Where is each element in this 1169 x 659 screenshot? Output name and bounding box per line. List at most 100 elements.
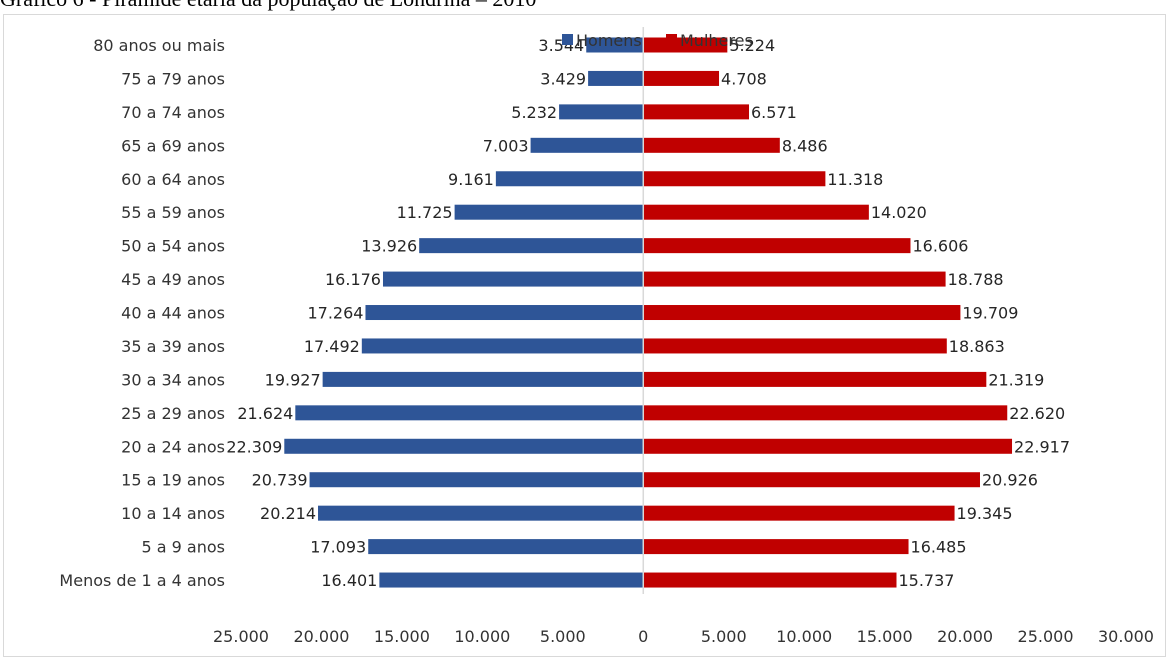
homens-value-label-20-a-24-anos: 22.309 — [226, 437, 282, 456]
homens-bar-5-a-9-anos — [368, 539, 644, 555]
mulheres-value-label-55-a-59-anos: 14.020 — [871, 203, 927, 222]
homens-bar-70-a-74-anos — [559, 104, 644, 120]
category-label-55-a-59-anos: 55 a 59 anos — [121, 203, 225, 222]
homens-bar-35-a-39-anos — [361, 338, 644, 354]
homens-value-label-30-a-34-anos: 19.927 — [265, 370, 321, 389]
mulheres-value-label-50-a-54-anos: 16.606 — [912, 237, 968, 256]
homens-value-label-50-a-54-anos: 13.926 — [361, 237, 417, 256]
homens-value-label-65-a-69-anos: 7.003 — [483, 136, 529, 155]
homens-bar-80-anos-ou-mais — [586, 37, 644, 53]
x-tick-label: 25.000 — [1018, 627, 1074, 646]
mulheres-bar-10-a-14-anos — [643, 505, 955, 521]
category-label-80-anos-ou-mais: 80 anos ou mais — [93, 36, 225, 55]
mulheres-bar-55-a-59-anos — [643, 204, 869, 220]
homens-value-label-45-a-49-anos: 16.176 — [325, 270, 381, 289]
homens-value-label-10-a-14-anos: 20.214 — [260, 504, 316, 523]
homens-bar-menos-de-1-a-4-anos — [379, 572, 644, 588]
homens-value-label-40-a-44-anos: 17.264 — [307, 304, 363, 323]
mulheres-bar-menos-de-1-a-4-anos — [643, 572, 897, 588]
legend-label-mulheres: Mulheres — [680, 31, 753, 50]
category-label-menos-de-1-a-4-anos: Menos de 1 a 4 anos — [59, 571, 225, 590]
mulheres-bar-60-a-64-anos — [643, 171, 826, 187]
mulheres-bar-15-a-19-anos — [643, 472, 980, 488]
homens-bar-25-a-29-anos — [295, 405, 644, 421]
category-label-45-a-49-anos: 45 a 49 anos — [121, 270, 225, 289]
x-tick-label: 10.000 — [776, 627, 832, 646]
x-tick-label: 5.000 — [540, 627, 586, 646]
x-tick-label: 25.000 — [213, 627, 269, 646]
mulheres-value-label-75-a-79-anos: 4.708 — [721, 69, 767, 88]
mulheres-value-label-25-a-29-anos: 22.620 — [1009, 404, 1065, 423]
homens-bar-50-a-54-anos — [419, 238, 644, 254]
x-tick-label: 20.000 — [293, 627, 349, 646]
x-tick-label: 15.000 — [374, 627, 430, 646]
legend: Homens Mulheres — [562, 31, 753, 50]
mulheres-bar-75-a-79-anos — [643, 70, 720, 86]
homens-bar-65-a-69-anos — [530, 137, 644, 153]
mulheres-bar-80-anos-ou-mais — [643, 37, 728, 53]
mulheres-bar-70-a-74-anos — [643, 104, 750, 120]
legend-swatch-homens — [562, 34, 573, 45]
x-tick-label: 20.000 — [937, 627, 993, 646]
homens-value-label-55-a-59-anos: 11.725 — [397, 203, 453, 222]
homens-bar-45-a-49-anos — [382, 271, 644, 287]
mulheres-value-label-35-a-39-anos: 18.863 — [949, 337, 1005, 356]
homens-value-label-75-a-79-anos: 3.429 — [540, 69, 586, 88]
page-title: Gráfico 6 - Pirâmide etária da população… — [0, 0, 536, 12]
category-label-20-a-24-anos: 20 a 24 anos — [121, 437, 225, 456]
x-tick-label: 30.000 — [1098, 627, 1154, 646]
homens-bar-55-a-59-anos — [454, 204, 644, 220]
homens-bar-10-a-14-anos — [318, 505, 644, 521]
mulheres-value-label-80-anos-ou-mais: 5.224 — [729, 36, 775, 55]
mulheres-bar-50-a-54-anos — [643, 238, 911, 254]
category-label-10-a-14-anos: 10 a 14 anos — [121, 504, 225, 523]
mulheres-bar-20-a-24-anos — [643, 438, 1013, 454]
mulheres-bar-25-a-29-anos — [643, 405, 1008, 421]
homens-value-label-5-a-9-anos: 17.093 — [310, 538, 366, 557]
mulheres-value-label-45-a-49-anos: 18.788 — [948, 270, 1004, 289]
mulheres-value-label-menos-de-1-a-4-anos: 15.737 — [898, 571, 954, 590]
x-tick-label: 15.000 — [857, 627, 913, 646]
homens-value-label-25-a-29-anos: 21.624 — [237, 404, 293, 423]
mulheres-bar-5-a-9-anos — [643, 539, 909, 555]
homens-bar-30-a-34-anos — [322, 371, 644, 387]
category-label-60-a-64-anos: 60 a 64 anos — [121, 170, 225, 189]
homens-bar-60-a-64-anos — [495, 171, 644, 187]
mulheres-value-label-65-a-69-anos: 8.486 — [782, 136, 828, 155]
category-label-5-a-9-anos: 5 a 9 anos — [142, 538, 226, 557]
category-label-35-a-39-anos: 35 a 39 anos — [121, 337, 225, 356]
mulheres-value-label-20-a-24-anos: 22.917 — [1014, 437, 1070, 456]
x-tick-label: 0 — [638, 627, 648, 646]
mulheres-value-label-5-a-9-anos: 16.485 — [911, 538, 967, 557]
mulheres-bar-40-a-44-anos — [643, 305, 961, 321]
category-labels-layer: 80 anos ou mais 75 a 79 anos 70 a 74 anos 6… — [59, 36, 225, 590]
category-label-50-a-54-anos: 50 a 54 anos — [121, 237, 225, 256]
legend-label-homens: Homens — [576, 31, 642, 50]
x-tick-label: 5.000 — [701, 627, 747, 646]
mulheres-value-label-60-a-64-anos: 11.318 — [827, 170, 883, 189]
category-label-75-a-79-anos: 75 a 79 anos — [121, 69, 225, 88]
homens-value-label-70-a-74-anos: 5.232 — [511, 103, 557, 122]
bars-layer — [284, 37, 1013, 588]
chart-frame — [3, 14, 1166, 657]
homens-bar-75-a-79-anos — [588, 70, 644, 86]
category-label-25-a-29-anos: 25 a 29 anos — [121, 404, 225, 423]
x-tick-label: 10.000 — [454, 627, 510, 646]
mulheres-bar-30-a-34-anos — [643, 371, 987, 387]
category-label-40-a-44-anos: 40 a 44 anos — [121, 304, 225, 323]
category-label-70-a-74-anos: 70 a 74 anos — [121, 103, 225, 122]
category-label-30-a-34-anos: 30 a 34 anos — [121, 370, 225, 389]
homens-bar-15-a-19-anos — [309, 472, 644, 488]
mulheres-value-label-40-a-44-anos: 19.709 — [962, 304, 1018, 323]
homens-bar-20-a-24-anos — [284, 438, 644, 454]
mulheres-value-label-30-a-34-anos: 21.319 — [988, 370, 1044, 389]
category-label-65-a-69-anos: 65 a 69 anos — [121, 136, 225, 155]
homens-value-label-15-a-19-anos: 20.739 — [252, 471, 308, 490]
homens-value-label-35-a-39-anos: 17.492 — [304, 337, 360, 356]
mulheres-bar-45-a-49-anos — [643, 271, 946, 287]
mulheres-bar-35-a-39-anos — [643, 338, 947, 354]
x-ticks-layer: 25.000 20.000 15.000 10.000 5.000 0 5.000 10.00… — [213, 627, 1154, 646]
homens-value-label-menos-de-1-a-4-anos: 16.401 — [321, 571, 377, 590]
